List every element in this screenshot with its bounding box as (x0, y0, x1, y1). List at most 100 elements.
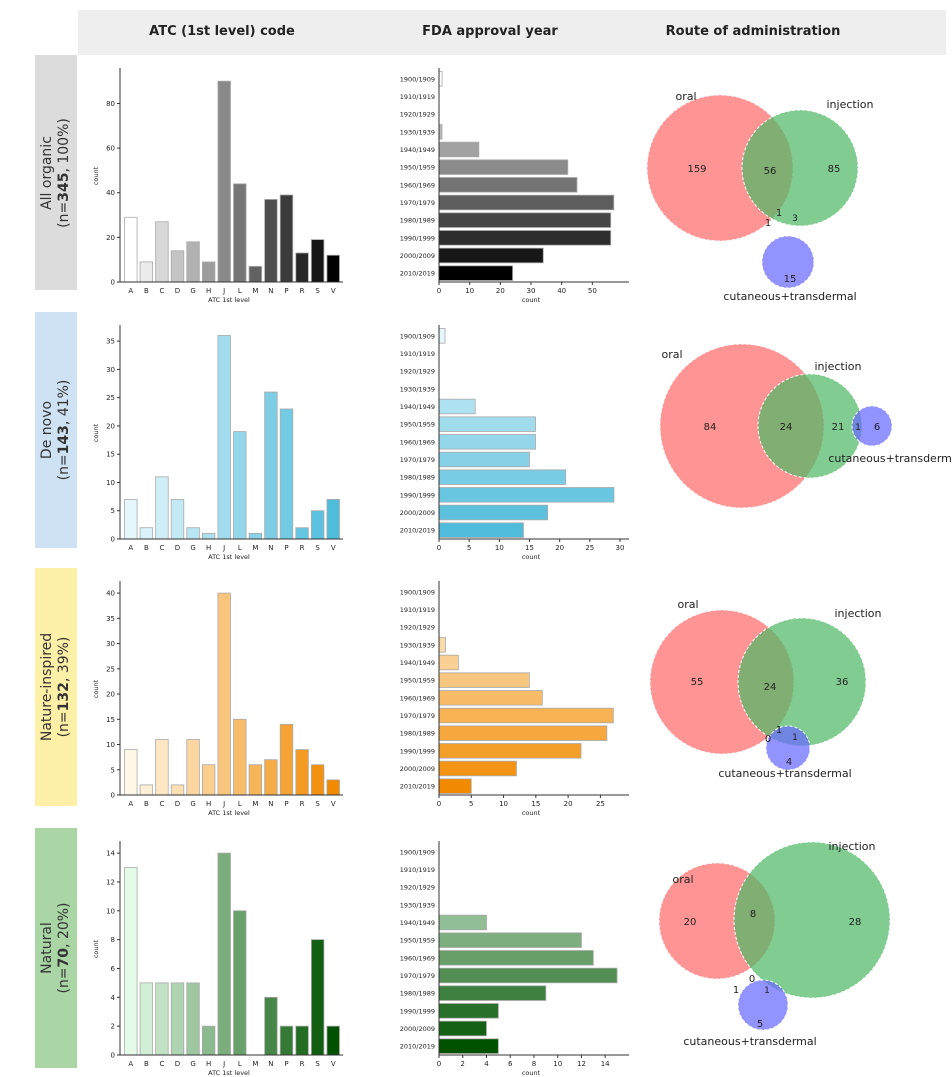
y-tick-label: 1910/1919 (400, 606, 435, 614)
y-tick-label: 2 (111, 1023, 115, 1031)
x-tick-label: L (238, 800, 242, 808)
x-tick-label: H (206, 800, 211, 808)
x-tick-label: S (315, 800, 320, 808)
x-tick-label: N (268, 800, 273, 808)
y-tick-label: 1970/1979 (400, 456, 435, 464)
y-tick-label: 1900/1909 (400, 332, 435, 340)
x-tick-label: S (315, 287, 320, 295)
venn-count-oral-only: 84 (704, 422, 717, 433)
venn-circle-injection (741, 109, 859, 227)
y-tick-label: 1920/1929 (400, 884, 435, 892)
x-tick-label: 8 (532, 1060, 536, 1068)
y-tick-label: 35 (106, 338, 115, 346)
venn-count-oral-injection: 24 (764, 682, 777, 693)
x-tick-label: 2 (461, 1060, 465, 1068)
venn-count-injection-only: 28 (849, 917, 862, 928)
y-tick-label: 1920/1929 (400, 624, 435, 632)
y-tick-label: 0 (111, 1052, 115, 1060)
y-tick-label: 10 (106, 741, 115, 749)
x-tick-label: B (144, 544, 149, 552)
atc-bar-chart: A B C D G H J L M N P R S V 0 20 40 60 80 ATC 1st level coun… (92, 68, 343, 304)
x-tick-label: 50 (588, 287, 597, 295)
x-axis-label: count (522, 809, 541, 817)
venn-count-all-three: 1 (776, 208, 782, 219)
x-tick-label: H (206, 544, 211, 552)
x-axis-label: ATC 1st level (208, 553, 250, 561)
x-tick-label: J (222, 1060, 225, 1068)
venn-label-oral: oral (661, 348, 682, 361)
x-tick-label: D (175, 800, 180, 808)
row-label-nature-inspired: Nature-inspired (n=132, 39%) (35, 568, 77, 806)
y-tick-label: 1910/1919 (400, 866, 435, 874)
y-tick-label: 14 (106, 850, 115, 858)
y-tick-label: 1960/1969 (400, 438, 435, 446)
venn-count-oral-only: 20 (684, 917, 697, 928)
y-tick-label: 1980/1989 (400, 990, 435, 998)
x-tick-label: M (252, 1060, 258, 1068)
venn-label-cutaneous: cutaneous+transdermal (723, 290, 856, 303)
x-tick-label: 0 (437, 800, 441, 808)
x-axis-label: count (522, 1069, 541, 1077)
y-tick-label: 20 (106, 234, 115, 242)
x-tick-label: 25 (596, 800, 605, 808)
y-tick-label: 2010/2019 (400, 1043, 435, 1051)
x-tick-label: A (128, 1060, 133, 1068)
y-tick-label: 1900/1909 (400, 75, 435, 83)
venn-count-oral-injection: 8 (750, 909, 756, 920)
venn-count-injection-cutaneous: 3 (792, 214, 798, 224)
y-tick-label: 1990/1999 (400, 1007, 435, 1015)
x-tick-label: R (300, 287, 305, 295)
x-tick-label: V (331, 1060, 336, 1068)
x-tick-label: 4 (484, 1060, 489, 1068)
row-label-all-organic: All organic (n=345, 100%) (35, 55, 77, 290)
x-tick-label: C (159, 544, 164, 552)
venn-count-oral-cutaneous: 1 (733, 985, 739, 996)
y-tick-label: 1940/1949 (400, 403, 435, 411)
venn-count-all-three: 1 (776, 725, 782, 736)
venn-label-oral: oral (675, 90, 696, 103)
venn-label-injection: injection (827, 98, 874, 111)
y-tick-label: 1980/1989 (400, 217, 435, 225)
y-tick-label: 40 (106, 189, 115, 197)
y-tick-label: 30 (106, 640, 115, 648)
venn-count-oral-cutaneous: 1 (765, 218, 771, 229)
y-tick-label: 25 (106, 665, 115, 673)
venn-label-injection: injection (815, 360, 862, 373)
venn-count-injection-cutaneous: 1 (792, 733, 798, 743)
y-tick-label: 1970/1979 (400, 712, 435, 720)
venn-count-injection-cutaneous: 1 (764, 986, 770, 996)
atc-bar-chart: A B C D G H J L M N P R S V 0 5 10 15 20 25 30 35 ATC 1st leve… (92, 325, 343, 561)
y-tick-label: 6 (111, 965, 116, 973)
y-tick-label: 1950/1959 (400, 937, 435, 945)
venn-circle-cutaneous (761, 235, 815, 289)
venn-label-injection: injection (829, 840, 876, 853)
y-axis-label: count (92, 679, 100, 698)
venn-circle-cutaneous (737, 979, 789, 1031)
x-tick-label: 14 (601, 1060, 610, 1068)
x-tick-label: L (238, 1060, 242, 1068)
y-axis-label: count (92, 939, 100, 958)
y-tick-label: 2010/2019 (400, 783, 435, 791)
x-tick-label: L (238, 287, 242, 295)
x-tick-label: 10 (553, 1060, 562, 1068)
x-tick-label: 6 (508, 1060, 513, 1068)
x-tick-label: S (315, 544, 320, 552)
x-tick-label: A (128, 800, 133, 808)
x-tick-label: H (206, 287, 211, 295)
venn-label-oral: oral (672, 873, 693, 886)
x-tick-label: 10 (499, 800, 508, 808)
venn-label-injection: injection (835, 607, 882, 620)
y-tick-label: 2000/2009 (400, 509, 435, 517)
y-tick-label: 1990/1999 (400, 234, 435, 242)
y-tick-label: 4 (111, 994, 116, 1002)
venn-count-oral-only: 159 (687, 164, 706, 175)
y-tick-label: 1940/1949 (400, 146, 435, 154)
x-tick-label: N (268, 1060, 273, 1068)
x-tick-label: V (331, 544, 336, 552)
venn-count-oral-injection: 56 (764, 166, 777, 177)
x-tick-label: 12 (577, 1060, 586, 1068)
x-tick-label: H (206, 1060, 211, 1068)
